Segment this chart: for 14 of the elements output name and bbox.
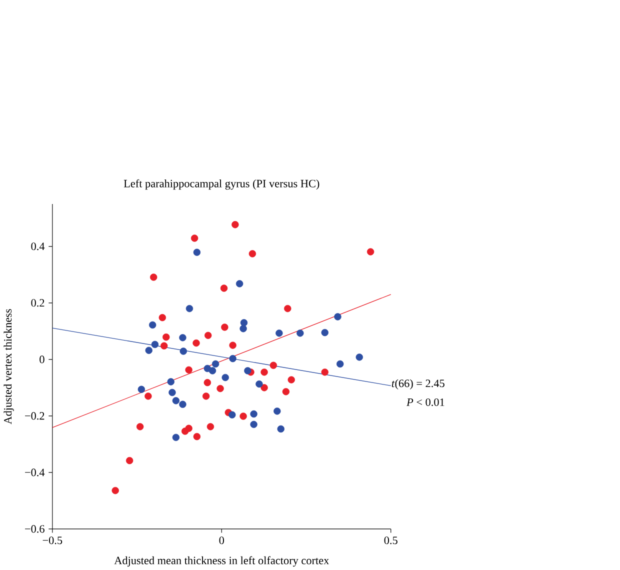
y-tick-label: 0.2 xyxy=(31,298,44,307)
x-tick-label: 0 xyxy=(219,536,224,544)
y-tick-label: −0.6 xyxy=(25,525,44,533)
y-axis-title: Adjusted vertex thickness xyxy=(4,308,14,424)
text: P < 0.01 xyxy=(406,398,444,406)
y-tick-label: −0.2 xyxy=(25,412,44,420)
x-axis-title: Adjusted mean thickness in left olfactory cortex xyxy=(114,556,330,566)
y-tick-label: −0.4 xyxy=(25,468,45,476)
x-tick-label: 0.5 xyxy=(384,536,398,544)
y-tick-label: 0 xyxy=(40,355,44,364)
y-tick-label: 0.4 xyxy=(31,242,45,250)
x-tick-label: −0.5 xyxy=(42,536,62,544)
text: t(66) = 2.45 xyxy=(392,379,444,390)
chart-title: Left parahippocampal gyrus (PI versus HC) xyxy=(124,179,320,190)
